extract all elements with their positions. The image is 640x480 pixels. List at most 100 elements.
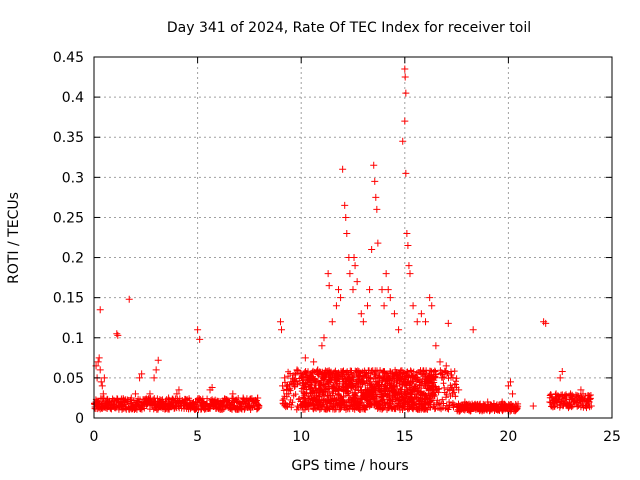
data-point (484, 398, 492, 406)
data-point (577, 386, 585, 394)
data-point (152, 366, 160, 374)
data-point (374, 239, 382, 247)
data-point (353, 278, 361, 286)
data-point (509, 390, 517, 398)
x-tick-label: 20 (499, 429, 517, 445)
y-tick-label: 0.4 (62, 90, 84, 106)
data-point (587, 402, 595, 410)
data-point (158, 398, 166, 406)
data-point (444, 319, 452, 327)
data-points (92, 65, 595, 412)
data-point (368, 246, 376, 254)
dense-band-markers (91, 366, 594, 415)
data-point (513, 402, 521, 410)
data-point (278, 326, 286, 334)
data-point (346, 270, 354, 278)
data-point (113, 330, 121, 338)
data-point (386, 294, 394, 302)
data-point (402, 169, 410, 177)
data-point (102, 400, 110, 408)
data-point (96, 366, 104, 374)
data-point (293, 366, 301, 374)
data-point (154, 356, 162, 364)
x-tick-label: 25 (603, 429, 621, 445)
data-point (351, 262, 359, 270)
data-point (529, 402, 537, 410)
y-tick-label: 0.3 (62, 170, 84, 186)
data-point (318, 342, 326, 350)
data-point (111, 404, 119, 412)
data-point (585, 398, 593, 406)
data-point (96, 306, 104, 314)
data-point (542, 319, 550, 327)
y-tick-label: 0 (75, 411, 84, 427)
data-point (364, 302, 372, 310)
x-tick-label: 15 (396, 429, 414, 445)
data-point (225, 398, 233, 406)
data-point (127, 394, 135, 402)
data-point (567, 390, 575, 398)
data-point (107, 402, 115, 410)
data-point (405, 262, 413, 270)
chart-title: Day 341 of 2024, Rate Of TEC Index for r… (167, 20, 531, 36)
y-tick-label: 0.25 (53, 210, 84, 226)
data-point (125, 295, 133, 303)
data-point (179, 398, 187, 406)
data-point (384, 286, 392, 294)
data-point (254, 394, 262, 402)
data-point (546, 398, 554, 406)
data-point (357, 310, 365, 318)
data-point (504, 382, 512, 390)
data-point (114, 331, 122, 339)
data-point (558, 367, 566, 375)
data-point (413, 318, 421, 326)
data-point (297, 370, 305, 378)
data-point (175, 386, 183, 394)
data-point (372, 193, 380, 201)
data-point (366, 286, 374, 294)
data-point (208, 384, 216, 392)
data-point (169, 402, 177, 410)
data-point (97, 378, 105, 386)
data-point (370, 161, 378, 169)
data-point (287, 378, 295, 386)
data-point (94, 358, 102, 366)
data-point (461, 398, 469, 406)
data-point (192, 398, 200, 406)
data-point (121, 398, 129, 406)
y-tick-label: 0.45 (53, 50, 84, 66)
data-point (378, 286, 386, 294)
data-point (422, 318, 430, 326)
data-point (94, 402, 102, 410)
data-point (401, 117, 409, 125)
data-point (138, 370, 146, 378)
data-point (380, 302, 388, 310)
data-point (342, 213, 350, 221)
data-point (442, 362, 450, 370)
data-point (305, 374, 313, 382)
data-point (373, 205, 381, 213)
grid-lines (94, 57, 612, 418)
data-point (506, 378, 514, 386)
data-point (136, 374, 144, 382)
y-tick-label: 0.35 (53, 130, 84, 146)
data-point (390, 310, 398, 318)
data-point (233, 398, 241, 406)
data-point (212, 404, 220, 412)
data-point (100, 374, 108, 382)
data-point (436, 358, 444, 366)
data-point (185, 402, 193, 410)
data-point (142, 398, 150, 406)
data-point (173, 390, 181, 398)
data-point (343, 229, 351, 237)
data-point (115, 398, 123, 406)
data-point (252, 398, 260, 406)
data-point (310, 358, 318, 366)
data-point (349, 286, 357, 294)
x-tick-label: 0 (90, 429, 99, 445)
data-point (98, 382, 106, 390)
data-point (469, 326, 477, 334)
data-point (428, 302, 436, 310)
data-point (229, 390, 237, 398)
